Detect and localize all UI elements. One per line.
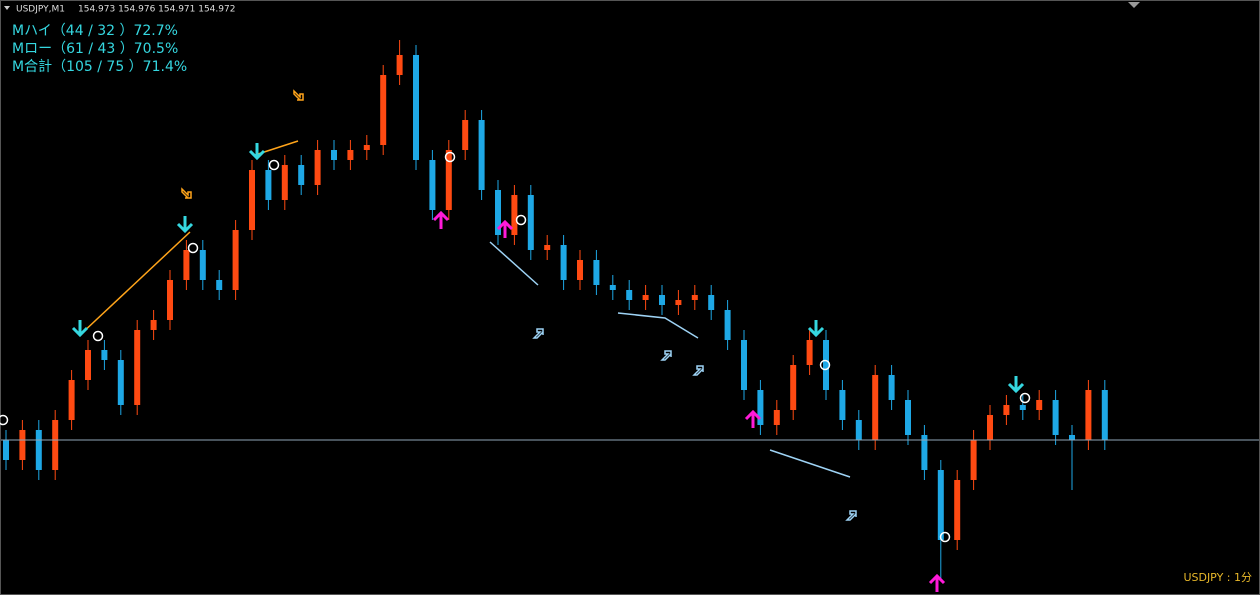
candle-body xyxy=(314,150,321,185)
candle-body xyxy=(888,375,895,400)
candle-body xyxy=(987,415,993,440)
candle-body xyxy=(298,165,305,185)
candle-body xyxy=(101,350,108,360)
ohlc: 154.973 154.976 154.971 154.972 xyxy=(78,5,235,15)
candle-body xyxy=(199,250,206,280)
candle-body xyxy=(281,165,288,200)
candle-body xyxy=(659,295,665,305)
candle-body xyxy=(413,55,419,160)
footer-label: USDJPY : 1分 xyxy=(1183,571,1252,584)
candle-body xyxy=(85,350,91,380)
symbol: USDJPY,M1 xyxy=(16,5,65,15)
candle-body xyxy=(823,340,829,390)
candle-body xyxy=(905,400,911,435)
hollow-arrows xyxy=(181,89,304,199)
candles xyxy=(3,40,1108,580)
candle-body xyxy=(331,150,337,160)
sell-arrows xyxy=(71,143,1025,394)
scroll-marker xyxy=(1128,2,1140,8)
candle-body xyxy=(511,195,518,235)
candle-body xyxy=(872,375,879,440)
candle-body xyxy=(52,420,59,470)
stat-line: Mロー（61 / 43 ）70.5% xyxy=(12,41,178,57)
candle-body xyxy=(363,145,370,150)
candle-body xyxy=(445,150,452,210)
candle-body xyxy=(560,245,567,280)
candle-body xyxy=(921,435,928,470)
candle-body xyxy=(806,340,813,365)
candle-body xyxy=(593,260,600,285)
trend-line xyxy=(769,449,851,478)
candle-body xyxy=(396,55,403,75)
candle-body xyxy=(642,295,649,300)
candle-body xyxy=(773,410,780,425)
candle-body xyxy=(937,470,944,540)
candle-body xyxy=(347,150,354,160)
candle-body xyxy=(134,330,141,405)
candle-body xyxy=(626,290,633,300)
candle-body xyxy=(249,170,255,230)
candle-body xyxy=(708,295,715,310)
candle-body xyxy=(167,280,173,320)
candle-body xyxy=(1019,405,1026,410)
candle-body xyxy=(954,480,961,540)
stat-line: Mハイ（44 / 32 ）72.7% xyxy=(12,23,178,39)
candle-body xyxy=(1052,400,1059,435)
candle-body xyxy=(609,285,616,290)
candle-body xyxy=(478,120,485,190)
candle-body xyxy=(741,340,747,390)
stat-line: M合計（105 / 75 ）71.4% xyxy=(12,59,187,75)
candle-body xyxy=(790,365,797,410)
candle-body xyxy=(757,390,764,425)
candle-body xyxy=(527,195,534,250)
candle-body xyxy=(1101,390,1108,440)
signals xyxy=(0,89,1031,592)
candle-body xyxy=(216,280,223,290)
candle-body xyxy=(675,300,682,305)
candle-body xyxy=(495,190,501,235)
candle-body xyxy=(265,170,272,200)
candle-body xyxy=(1003,405,1010,415)
candle-body xyxy=(1069,435,1075,440)
trend-line xyxy=(617,312,699,339)
candle-body xyxy=(691,295,698,300)
buy-arrows xyxy=(432,210,946,592)
candle-body xyxy=(183,250,190,280)
trend-line xyxy=(489,241,539,286)
candle-body xyxy=(150,320,157,330)
candle-body xyxy=(724,310,731,340)
candle-body xyxy=(3,440,9,460)
menu-caret[interactable] xyxy=(4,6,10,10)
exit-circles xyxy=(0,151,1031,543)
candle-body xyxy=(577,260,583,280)
candle-body xyxy=(970,440,977,480)
candle-body xyxy=(1085,390,1092,440)
candle-body xyxy=(544,245,551,250)
candle-body xyxy=(117,360,124,405)
candle-body xyxy=(462,120,469,150)
candle-body xyxy=(232,230,239,290)
candle-body xyxy=(1036,400,1043,410)
trend-line xyxy=(79,231,191,336)
hollow-arrows xyxy=(532,328,857,521)
candle-body xyxy=(35,430,42,470)
candle-body xyxy=(429,160,436,210)
candle-body xyxy=(19,430,26,460)
candle-body xyxy=(855,420,862,440)
candle-body xyxy=(380,75,387,145)
candle-body xyxy=(839,390,846,420)
candle-body xyxy=(68,380,75,420)
